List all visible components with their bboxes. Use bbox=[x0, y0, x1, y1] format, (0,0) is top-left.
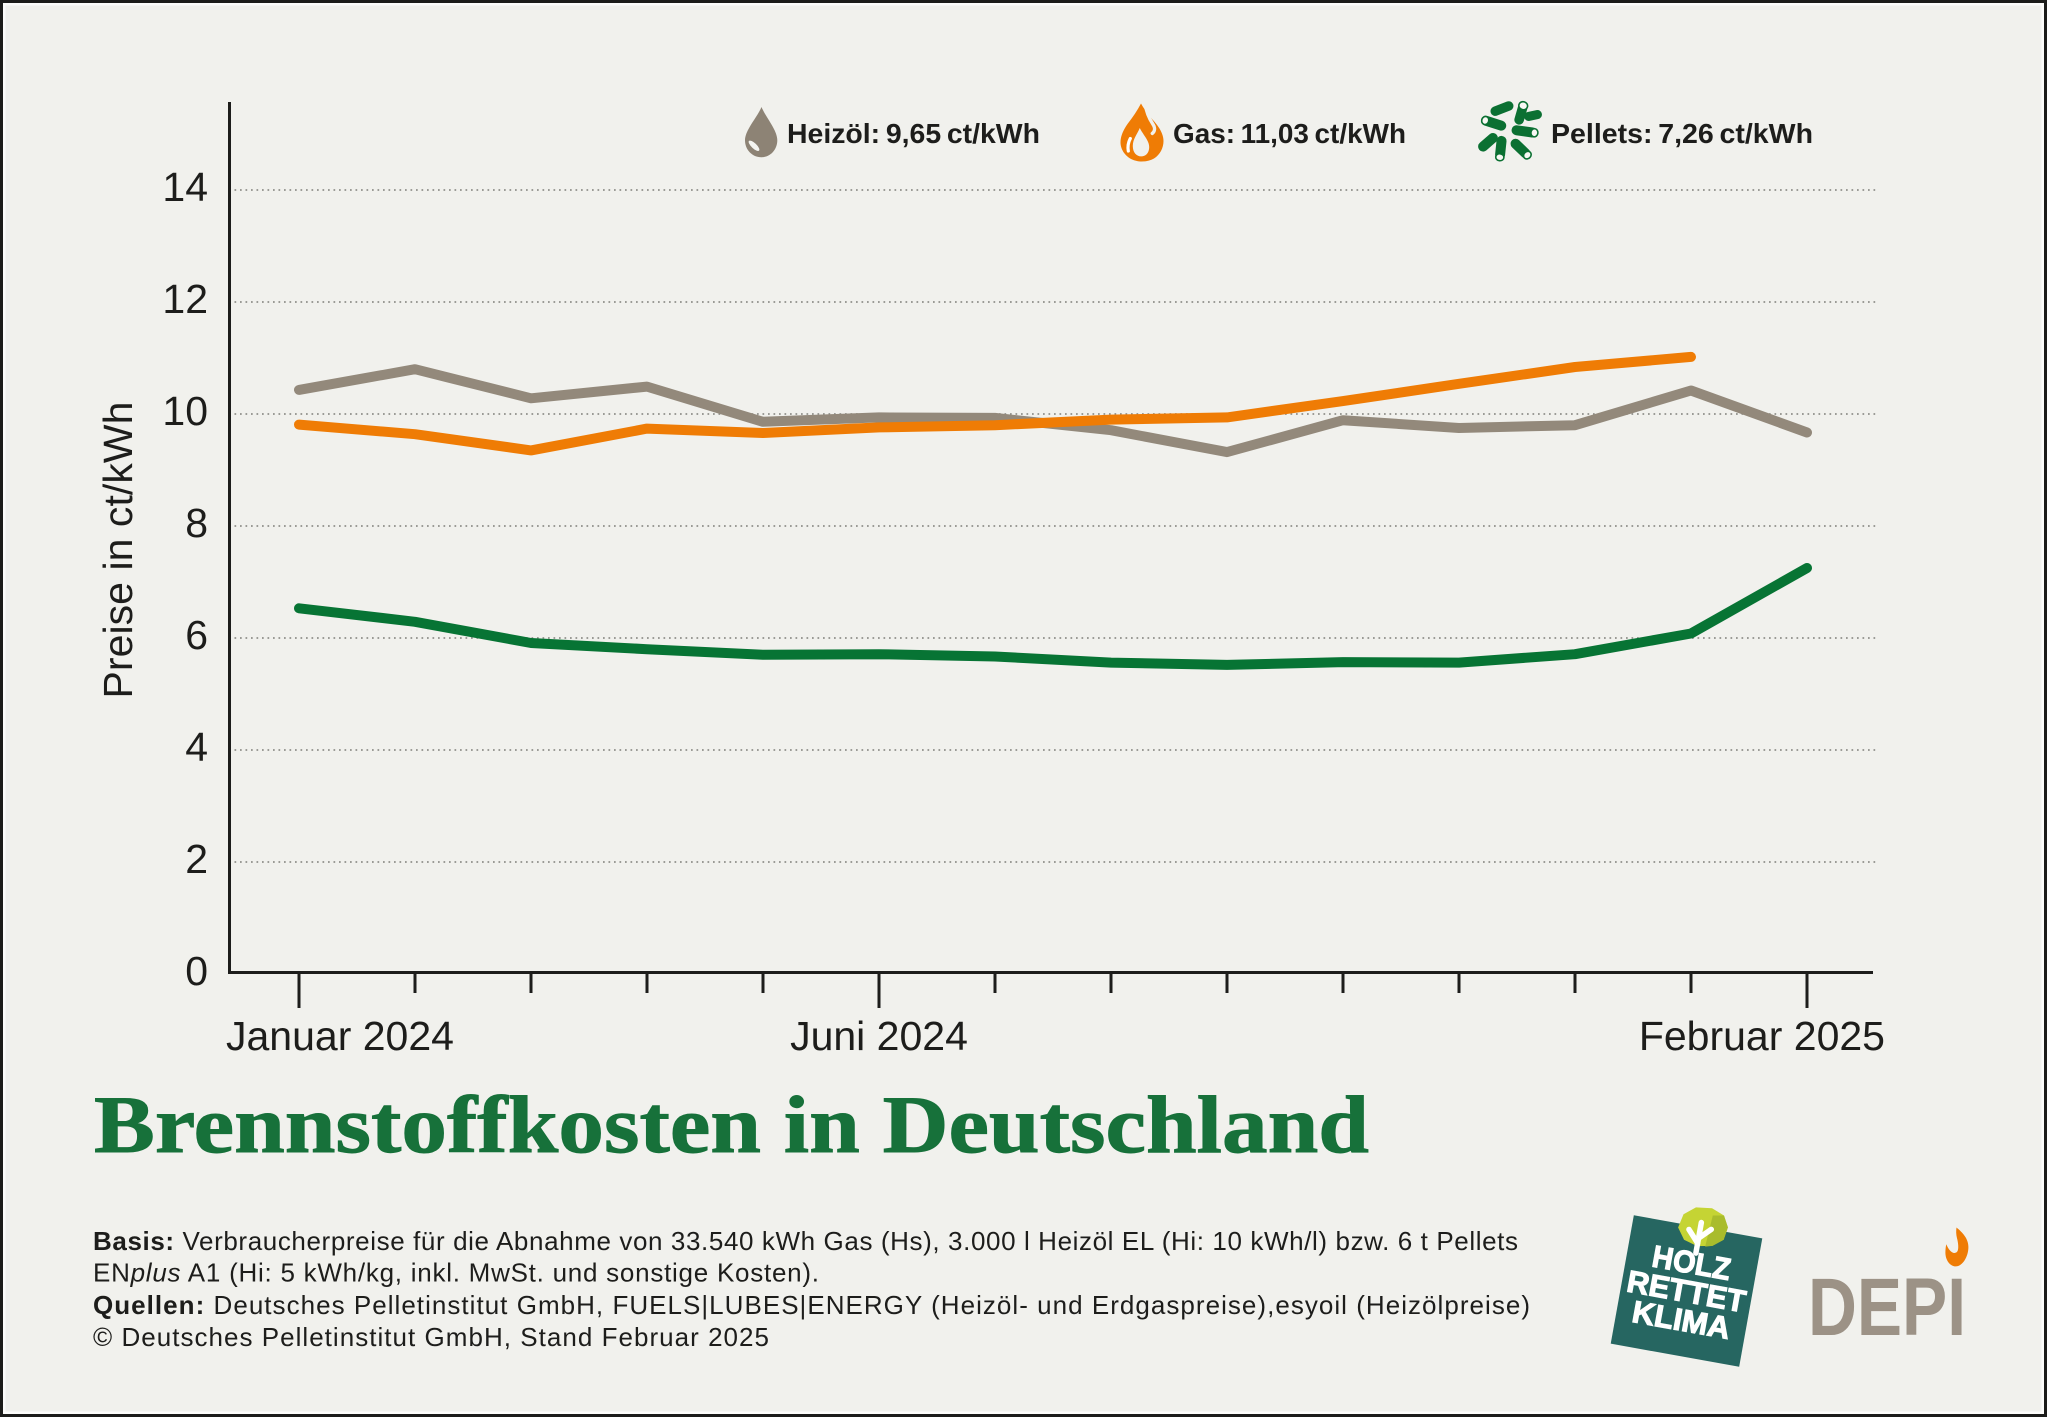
svg-text:ENplus A1 (Hi: 5 kWh/kg, inkl.: ENplus A1 (Hi: 5 kWh/kg, inkl. MwSt. und… bbox=[93, 1258, 819, 1288]
svg-text:4: 4 bbox=[185, 724, 208, 770]
svg-text:0: 0 bbox=[185, 948, 208, 994]
svg-text:Februar 2025: Februar 2025 bbox=[1639, 1013, 1885, 1059]
svg-text:2: 2 bbox=[185, 836, 208, 882]
svg-text:Pellets: 7,26 ct/kWh: Pellets: 7,26 ct/kWh bbox=[1551, 118, 1813, 149]
svg-text:Gas: 11,03 ct/kWh: Gas: 11,03 ct/kWh bbox=[1173, 118, 1406, 149]
svg-text:Brennstoffkosten in Deutschlan: Brennstoffkosten in Deutschland bbox=[94, 1079, 1369, 1170]
svg-text:Heizöl: 9,65 ct/kWh: Heizöl: 9,65 ct/kWh bbox=[787, 118, 1040, 149]
svg-text:Quellen: Deutsches Pelletinsti: Quellen: Deutsches Pelletinstitut GmbH, … bbox=[93, 1290, 1530, 1320]
svg-text:Basis: Verbraucherpreise für d: Basis: Verbraucherpreise für die Abnahme… bbox=[93, 1226, 1518, 1256]
svg-text:Preise in ct/kWh: Preise in ct/kWh bbox=[95, 402, 141, 699]
svg-text:6: 6 bbox=[185, 612, 208, 658]
svg-text:8: 8 bbox=[185, 500, 208, 546]
svg-text:14: 14 bbox=[162, 164, 208, 210]
svg-text:Januar 2024: Januar 2024 bbox=[226, 1013, 454, 1059]
svg-text:DEPI: DEPI bbox=[1808, 1262, 1966, 1353]
svg-text:Juni 2024: Juni 2024 bbox=[790, 1013, 968, 1059]
svg-text:12: 12 bbox=[162, 276, 208, 322]
svg-text:10: 10 bbox=[162, 388, 208, 434]
svg-text:© Deutsches Pelletinstitut Gmb: © Deutsches Pelletinstitut GmbH, Stand F… bbox=[93, 1322, 769, 1352]
